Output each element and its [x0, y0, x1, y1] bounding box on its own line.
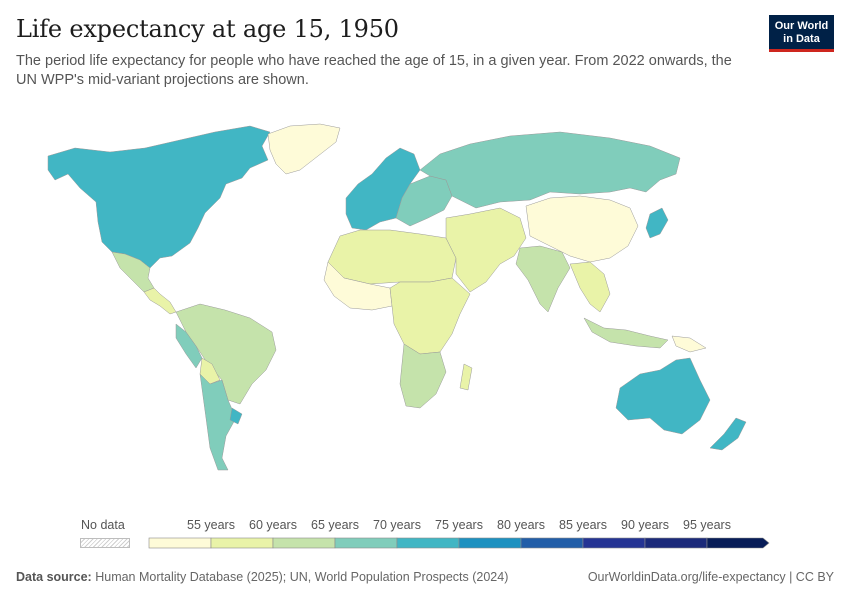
legend-tick-label: 65 years: [311, 518, 359, 532]
legend-tick-label: 85 years: [559, 518, 607, 532]
region-australia[interactable]: [615, 357, 711, 435]
region-south-america-north[interactable]: [175, 303, 277, 405]
data-source-text: Human Mortality Database (2025); UN, Wor…: [95, 570, 509, 584]
region-indonesia[interactable]: [583, 317, 669, 349]
region-canada-usa[interactable]: [47, 125, 271, 269]
legend-bin-last: [706, 537, 770, 549]
legend-bin: [396, 537, 460, 549]
no-data-label: No data: [81, 518, 125, 532]
region-mexico[interactable]: [111, 251, 155, 293]
region-central-africa[interactable]: [389, 277, 471, 355]
region-middle-east[interactable]: [445, 207, 527, 293]
legend-bin: [148, 537, 212, 549]
legend-bin: [582, 537, 646, 549]
legend-tick-label: 75 years: [435, 518, 483, 532]
region-southern-africa[interactable]: [399, 343, 447, 409]
legend-bin: [520, 537, 584, 549]
region-southern-cone[interactable]: [199, 373, 237, 471]
legend: No data 55 years 60 years 65 years 70 years…: [0, 512, 850, 552]
logo-line-1: Our World: [774, 20, 829, 32]
region-peru[interactable]: [175, 323, 203, 369]
region-west-africa[interactable]: [323, 261, 393, 311]
region-china[interactable]: [525, 195, 639, 263]
source-url-link[interactable]: OurWorldinData.org/life-expectancy | CC …: [587, 570, 834, 584]
data-source-label: Data source:: [16, 570, 92, 584]
legend-tick-label: 60 years: [249, 518, 297, 532]
region-new-zealand[interactable]: [709, 417, 747, 451]
legend-bin: [334, 537, 398, 549]
footer: Data source: Human Mortality Database (2…: [16, 570, 834, 584]
world-map: [47, 123, 747, 471]
legend-tick-label: 55 years: [187, 518, 235, 532]
page-title: Life expectancy at age 15, 1950: [16, 15, 399, 43]
region-greenland[interactable]: [267, 123, 341, 175]
region-bolivia[interactable]: [199, 357, 221, 385]
no-data-swatch: [80, 538, 130, 548]
legend-tick-label: 80 years: [497, 518, 545, 532]
region-central-america[interactable]: [143, 287, 177, 315]
region-japan[interactable]: [645, 207, 669, 239]
region-north-africa[interactable]: [327, 229, 457, 285]
legend-tick-label: 90 years: [621, 518, 669, 532]
region-russia[interactable]: [419, 131, 681, 209]
region-madagascar[interactable]: [459, 363, 473, 391]
legend-bin: [644, 537, 708, 549]
legend-tick-label: 95 years: [683, 518, 731, 532]
region-india[interactable]: [515, 245, 571, 313]
owid-logo[interactable]: Our World in Data: [769, 15, 834, 52]
legend-tick-label: 70 years: [373, 518, 421, 532]
legend-bin: [272, 537, 336, 549]
logo-line-2: in Data: [783, 33, 820, 45]
page-subtitle: The period life expectancy for people wh…: [16, 53, 732, 88]
legend-bin: [458, 537, 522, 549]
region-southeast-asia[interactable]: [569, 261, 611, 313]
legend-bin: [210, 537, 274, 549]
region-uruguay[interactable]: [229, 407, 243, 425]
region-png[interactable]: [671, 335, 707, 353]
legend-color-bar: [148, 537, 770, 549]
